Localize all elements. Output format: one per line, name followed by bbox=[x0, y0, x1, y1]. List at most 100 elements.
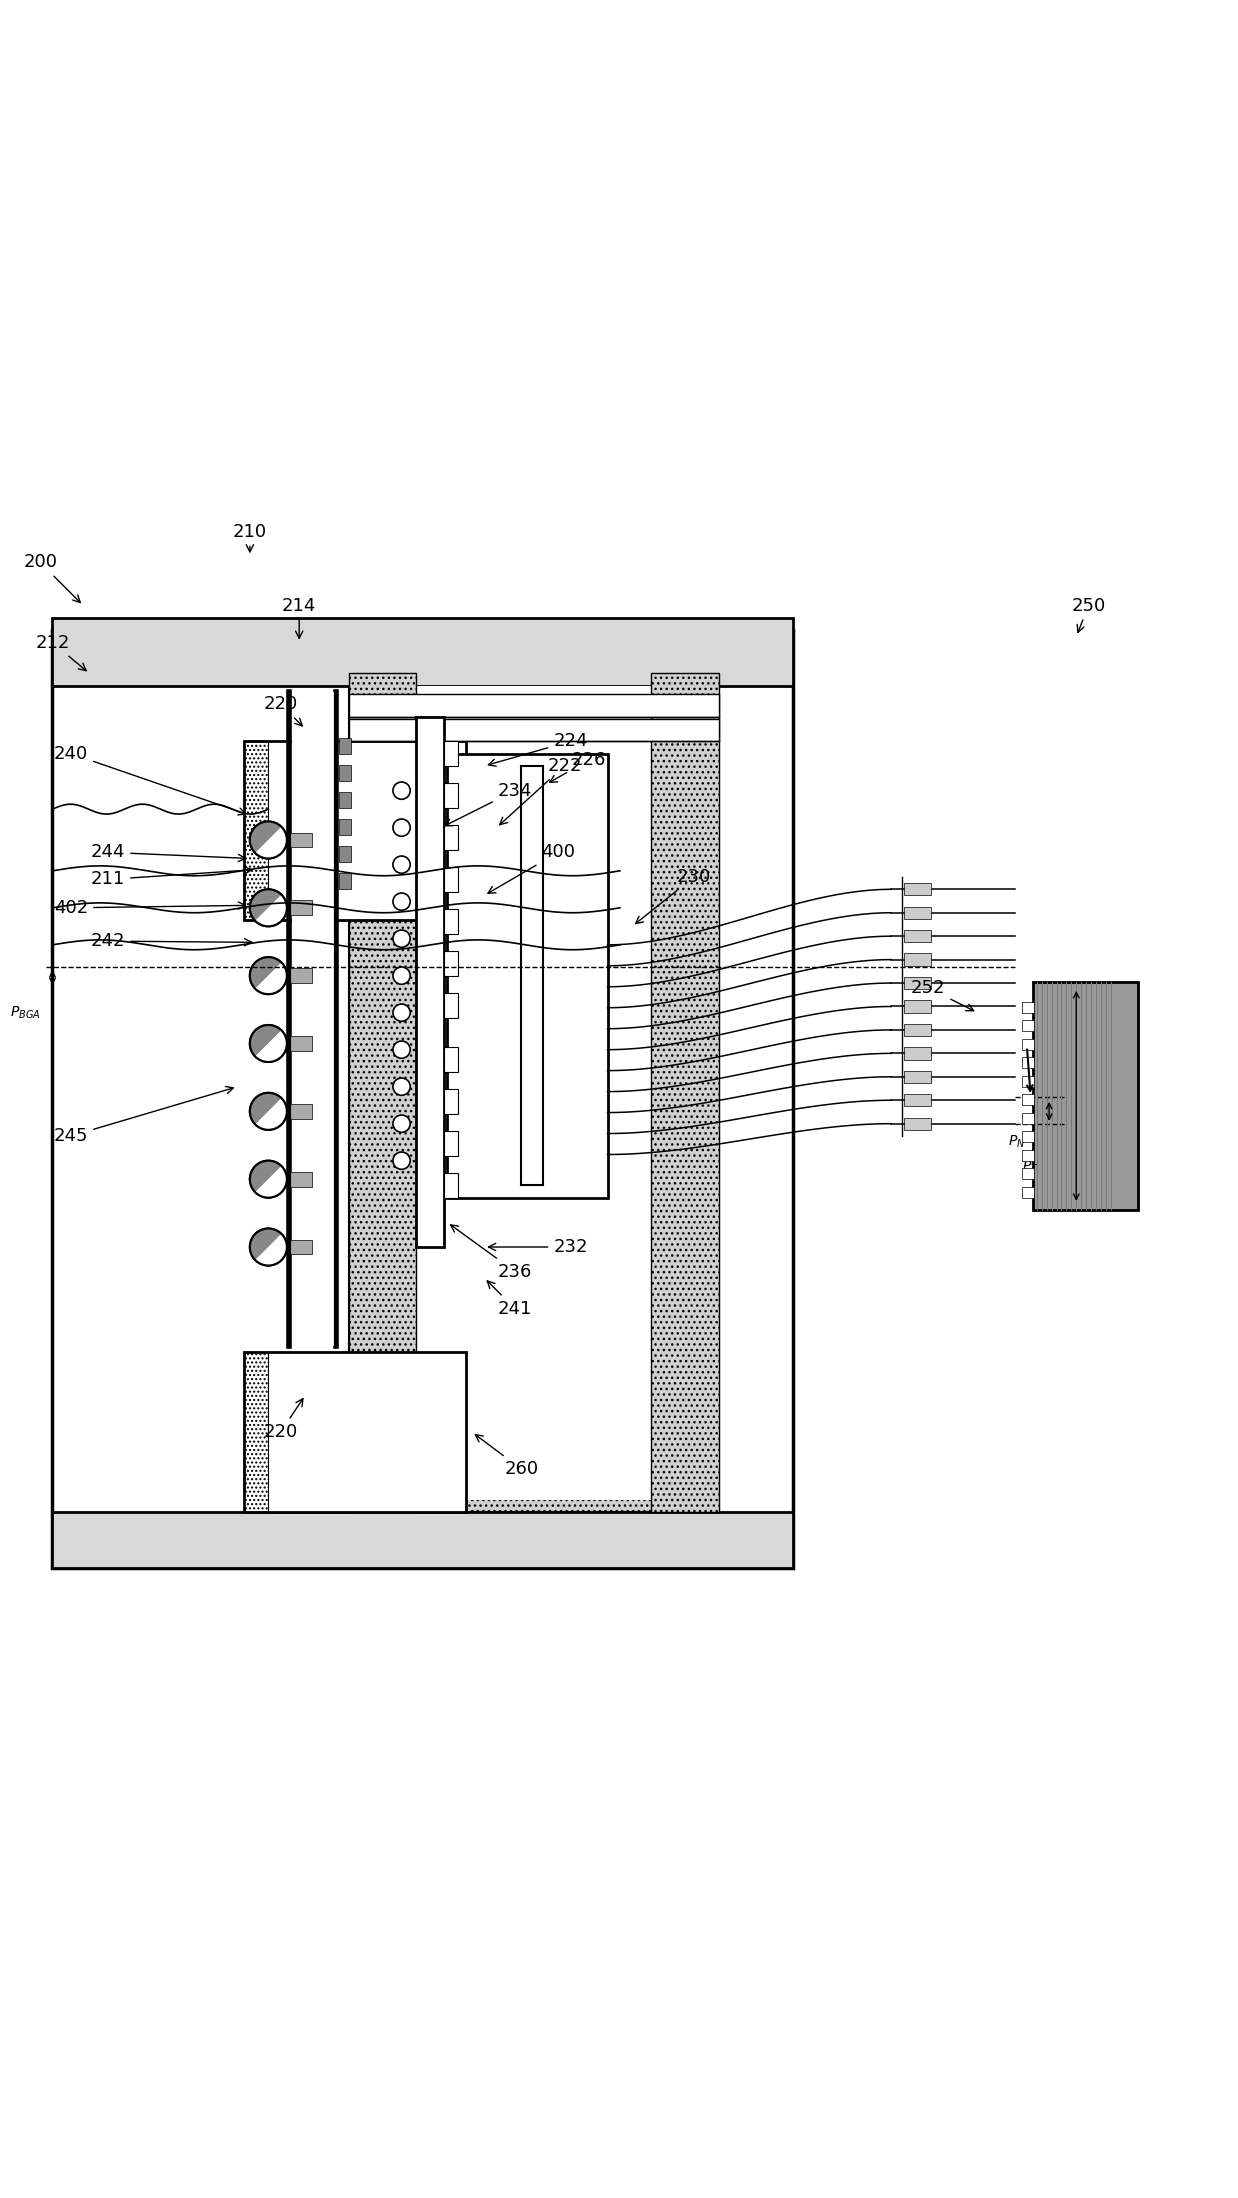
Text: 234: 234 bbox=[444, 782, 532, 826]
Bar bbox=[1023, 1095, 1034, 1106]
Wedge shape bbox=[250, 1229, 281, 1259]
Text: 220: 220 bbox=[264, 695, 302, 725]
Bar bbox=[1023, 1112, 1034, 1123]
Text: $P_N$: $P_N$ bbox=[1009, 1134, 1026, 1150]
Bar bbox=[339, 820, 352, 835]
Bar bbox=[290, 1103, 312, 1119]
Circle shape bbox=[250, 890, 287, 925]
Bar bbox=[904, 884, 931, 895]
Bar bbox=[443, 1090, 458, 1114]
Bar bbox=[521, 765, 543, 1185]
Text: $P_{BGA}$: $P_{BGA}$ bbox=[10, 1004, 40, 1020]
Circle shape bbox=[250, 1229, 287, 1266]
Bar bbox=[443, 910, 458, 934]
Bar bbox=[339, 873, 352, 890]
Wedge shape bbox=[255, 1233, 287, 1266]
Circle shape bbox=[250, 822, 287, 859]
Bar bbox=[443, 1046, 458, 1073]
Bar bbox=[1032, 983, 1138, 1211]
Wedge shape bbox=[250, 1024, 281, 1057]
Bar bbox=[52, 631, 792, 1567]
Text: 252: 252 bbox=[911, 978, 974, 1011]
Text: 212: 212 bbox=[36, 633, 87, 670]
Text: 214: 214 bbox=[282, 596, 317, 637]
Circle shape bbox=[392, 930, 410, 947]
Bar bbox=[443, 741, 458, 765]
Circle shape bbox=[250, 1092, 287, 1130]
Text: 224: 224 bbox=[488, 732, 588, 767]
Bar bbox=[339, 765, 352, 780]
Bar bbox=[349, 673, 718, 1512]
Wedge shape bbox=[250, 822, 281, 853]
Bar bbox=[339, 739, 352, 754]
Bar bbox=[349, 719, 718, 741]
Bar bbox=[52, 1512, 792, 1567]
Text: 220: 220 bbox=[264, 1398, 303, 1442]
Bar bbox=[290, 1172, 312, 1187]
Text: 226: 226 bbox=[550, 752, 607, 782]
Bar bbox=[1023, 1132, 1034, 1143]
Circle shape bbox=[392, 1152, 410, 1169]
Text: 402: 402 bbox=[54, 899, 245, 917]
Bar bbox=[904, 930, 931, 943]
Bar bbox=[1023, 1187, 1034, 1198]
Wedge shape bbox=[250, 1092, 281, 1125]
Bar bbox=[443, 782, 458, 809]
Bar bbox=[447, 754, 608, 1198]
Circle shape bbox=[392, 1114, 410, 1132]
Text: 232: 232 bbox=[489, 1237, 588, 1255]
Bar bbox=[904, 1000, 931, 1013]
Wedge shape bbox=[255, 963, 287, 993]
Bar bbox=[416, 686, 651, 1499]
Bar bbox=[416, 717, 443, 1246]
Bar bbox=[290, 1035, 312, 1051]
Text: 240: 240 bbox=[54, 745, 246, 815]
Wedge shape bbox=[255, 826, 287, 859]
Wedge shape bbox=[250, 1161, 281, 1191]
Bar bbox=[349, 673, 416, 1512]
Circle shape bbox=[392, 1042, 410, 1057]
Circle shape bbox=[250, 1161, 287, 1198]
Text: 236: 236 bbox=[451, 1224, 532, 1281]
Wedge shape bbox=[255, 1167, 287, 1198]
Text: 241: 241 bbox=[488, 1281, 532, 1317]
Bar bbox=[244, 741, 465, 921]
Bar bbox=[443, 993, 458, 1018]
Circle shape bbox=[250, 1024, 287, 1062]
Bar bbox=[244, 741, 269, 921]
Bar bbox=[339, 791, 352, 809]
Text: 400: 400 bbox=[488, 844, 576, 892]
Circle shape bbox=[392, 892, 410, 910]
Bar bbox=[339, 846, 352, 862]
Circle shape bbox=[392, 855, 410, 873]
Bar bbox=[651, 673, 718, 1512]
Bar bbox=[904, 1070, 931, 1084]
Bar bbox=[443, 868, 458, 892]
Bar bbox=[290, 901, 312, 914]
Text: 200: 200 bbox=[24, 554, 80, 602]
Bar bbox=[443, 1132, 458, 1156]
Text: 230: 230 bbox=[635, 868, 711, 923]
Bar bbox=[52, 618, 792, 686]
Bar bbox=[904, 976, 931, 989]
Bar bbox=[443, 952, 458, 976]
Wedge shape bbox=[250, 956, 281, 989]
Bar bbox=[1023, 1075, 1034, 1086]
Bar bbox=[292, 692, 334, 1345]
Bar bbox=[904, 1046, 931, 1059]
Bar bbox=[904, 954, 931, 965]
Bar bbox=[1023, 1150, 1034, 1161]
Text: 250: 250 bbox=[1071, 596, 1106, 633]
Bar bbox=[1023, 1020, 1034, 1031]
Text: 260: 260 bbox=[475, 1435, 539, 1477]
Circle shape bbox=[250, 956, 287, 993]
Bar bbox=[904, 1095, 931, 1106]
Wedge shape bbox=[255, 1031, 287, 1062]
Bar bbox=[1023, 1167, 1034, 1178]
Text: 245: 245 bbox=[53, 1086, 234, 1145]
Wedge shape bbox=[255, 1099, 287, 1130]
Text: 222: 222 bbox=[500, 756, 582, 824]
Text: 244: 244 bbox=[90, 844, 245, 862]
Bar bbox=[290, 969, 312, 983]
Bar bbox=[349, 695, 718, 717]
